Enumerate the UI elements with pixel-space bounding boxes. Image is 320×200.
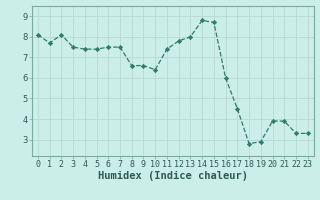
X-axis label: Humidex (Indice chaleur): Humidex (Indice chaleur) (98, 171, 248, 181)
